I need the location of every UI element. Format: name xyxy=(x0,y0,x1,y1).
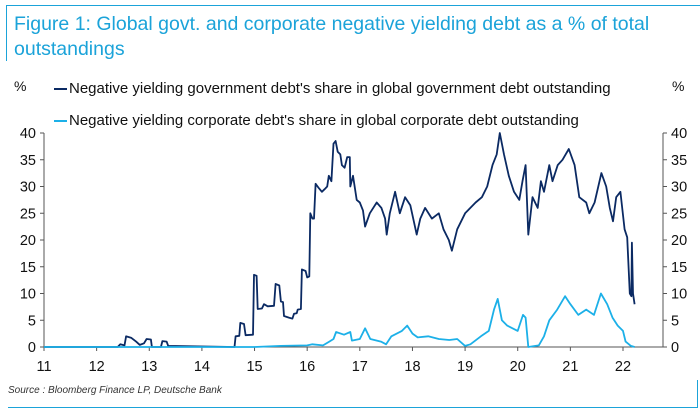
x-tick-label: 19 xyxy=(457,359,473,375)
x-tick-label: 11 xyxy=(36,359,51,375)
y-axis-unit-right: % xyxy=(672,78,685,94)
legend-swatch-government xyxy=(54,87,67,90)
x-tick-label: 15 xyxy=(246,359,262,375)
title-frame-left xyxy=(6,5,7,61)
y-tick-label-right: 20 xyxy=(671,233,687,249)
x-tick-label: 13 xyxy=(141,359,157,375)
x-tick-label: 12 xyxy=(89,359,105,375)
y-tick-label-left: 0 xyxy=(28,340,36,356)
y-tick-label-left: 25 xyxy=(20,206,36,222)
y-tick-label-left: 15 xyxy=(20,260,36,276)
y-tick-label-left: 5 xyxy=(28,313,36,329)
footer-frame-right xyxy=(697,380,698,408)
legend-item-corporate: Negative yielding corporate debt's share… xyxy=(54,112,579,129)
footer-frame-bottom xyxy=(8,407,698,408)
legend-swatch-corporate xyxy=(54,119,67,122)
y-tick-label-right: 35 xyxy=(671,153,687,169)
x-tick-label: 20 xyxy=(510,359,526,375)
title-frame-top xyxy=(6,5,700,6)
x-tick-label: 18 xyxy=(404,359,420,375)
y-tick-label-right: 40 xyxy=(671,126,687,142)
x-tick-label: 21 xyxy=(562,359,578,375)
y-tick-label-right: 15 xyxy=(671,260,687,276)
x-tick-label: 14 xyxy=(194,359,210,375)
y-tick-label-right: 5 xyxy=(671,313,679,329)
y-tick-label-left: 35 xyxy=(20,153,36,169)
y-tick-label-right: 10 xyxy=(671,287,687,303)
y-axis-unit-left: % xyxy=(14,78,27,94)
y-tick-label-right: 30 xyxy=(671,180,687,196)
x-tick-label: 22 xyxy=(615,359,631,375)
legend-item-government: Negative yielding government debt's shar… xyxy=(54,80,611,97)
y-tick-label-right: 0 xyxy=(671,340,679,356)
y-tick-label-left: 20 xyxy=(20,233,36,249)
series-line-government xyxy=(44,132,636,348)
y-tick-label-left: 40 xyxy=(20,126,36,142)
chart-title: Figure 1: Global govt. and corporate neg… xyxy=(14,13,650,60)
y-tick-label-right: 25 xyxy=(671,206,687,222)
y-tick-label-left: 30 xyxy=(20,180,36,196)
legend-label-government: Negative yielding government debt's shar… xyxy=(69,80,611,97)
legend-label-corporate: Negative yielding corporate debt's share… xyxy=(69,112,579,129)
series-line-corporate xyxy=(44,292,635,348)
source-note: Source : Bloomberg Finance LP, Deutsche … xyxy=(8,385,222,396)
x-tick-label: 17 xyxy=(352,359,368,375)
y-tick-label-left: 10 xyxy=(20,287,36,303)
x-tick-label: 16 xyxy=(299,359,315,375)
